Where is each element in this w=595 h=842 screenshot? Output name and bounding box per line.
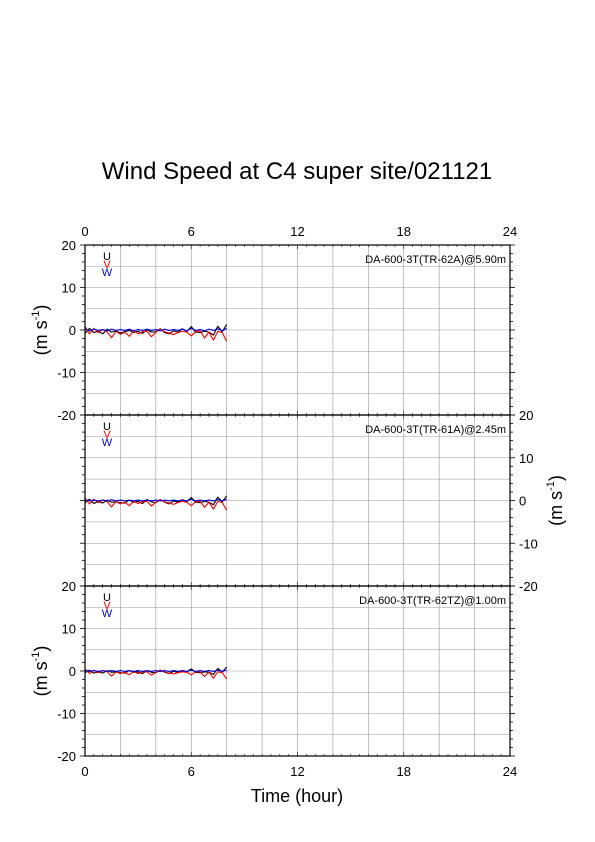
x-tick-label-bottom: 18 <box>397 764 411 779</box>
legend-entry-w: W <box>102 608 113 620</box>
y-axis-label-superscript: -1 <box>545 481 557 491</box>
legend-entry-w: W <box>102 437 113 449</box>
x-tick-label-bottom: 6 <box>188 764 195 779</box>
x-tick-label-bottom: 0 <box>81 764 88 779</box>
y-tick-label: 10 <box>62 281 76 296</box>
y-axis-label-main: (m s <box>546 491 566 526</box>
chart-title: Wind Speed at C4 super site/021121 <box>102 158 492 185</box>
series-line-v <box>84 326 228 342</box>
series-line-w <box>84 669 227 672</box>
y-tick-label: 0 <box>69 323 76 338</box>
x-tick-label-top: 12 <box>290 224 304 239</box>
panel-label: DA-600-3T(TR-62A)@5.90m <box>365 254 506 266</box>
y-axis-label: (m s-1) <box>30 305 51 356</box>
y-tick-label: -20 <box>519 579 538 594</box>
y-axis-label-close: ) <box>31 646 51 652</box>
y-axis-label-main: (m s <box>31 320 51 355</box>
y-axis-label: (m s-1) <box>30 646 51 697</box>
y-axis-label: (m s-1) <box>545 475 566 526</box>
legend-entry-v: V <box>103 259 111 271</box>
series-line-w <box>84 498 227 502</box>
x-tick-label-bottom: 24 <box>503 764 517 779</box>
y-tick-label: 10 <box>62 622 76 637</box>
legend-entry-u: U <box>103 592 111 604</box>
y-tick-label: 20 <box>519 408 533 423</box>
x-tick-label-top: 18 <box>397 224 411 239</box>
y-tick-label: 20 <box>62 238 76 253</box>
y-axis-label-main: (m s <box>31 661 51 696</box>
y-tick-label: -10 <box>57 707 76 722</box>
legend-entry-v: V <box>103 600 111 612</box>
panel-label: DA-600-3T(TR-62TZ)@1.00m <box>359 595 506 607</box>
x-tick-label-top: 24 <box>503 224 517 239</box>
tick-layer <box>80 244 515 757</box>
y-axis-label-close: ) <box>546 475 566 481</box>
y-tick-label: 20 <box>62 579 76 594</box>
legend-entry-u: U <box>103 251 111 263</box>
y-axis-label-superscript: -1 <box>30 652 42 662</box>
series-line-v <box>84 497 228 511</box>
y-tick-label: 0 <box>519 494 526 509</box>
x-tick-label-top: 0 <box>81 224 88 239</box>
y-axis-label-superscript: -1 <box>30 311 42 321</box>
series-layer <box>84 324 228 680</box>
legend-entry-w: W <box>102 267 113 279</box>
x-tick-label-bottom: 12 <box>290 764 304 779</box>
y-tick-label: 0 <box>69 664 76 679</box>
x-axis-label: Time (hour) <box>251 786 343 806</box>
y-tick-label: -10 <box>519 536 538 551</box>
legend-entry-u: U <box>103 421 111 433</box>
y-axis-label-close: ) <box>31 305 51 311</box>
x-tick-label-top: 6 <box>188 224 195 239</box>
grid-layer <box>85 245 510 756</box>
y-tick-label: 10 <box>519 451 533 466</box>
series-line-v <box>84 668 228 680</box>
y-tick-label: -10 <box>57 366 76 381</box>
y-tick-label: -20 <box>57 408 76 423</box>
legend-entry-v: V <box>103 429 111 441</box>
panel-label: DA-600-3T(TR-61A)@2.45m <box>365 424 506 436</box>
y-tick-label: -20 <box>57 749 76 764</box>
series-line-w <box>84 327 227 332</box>
